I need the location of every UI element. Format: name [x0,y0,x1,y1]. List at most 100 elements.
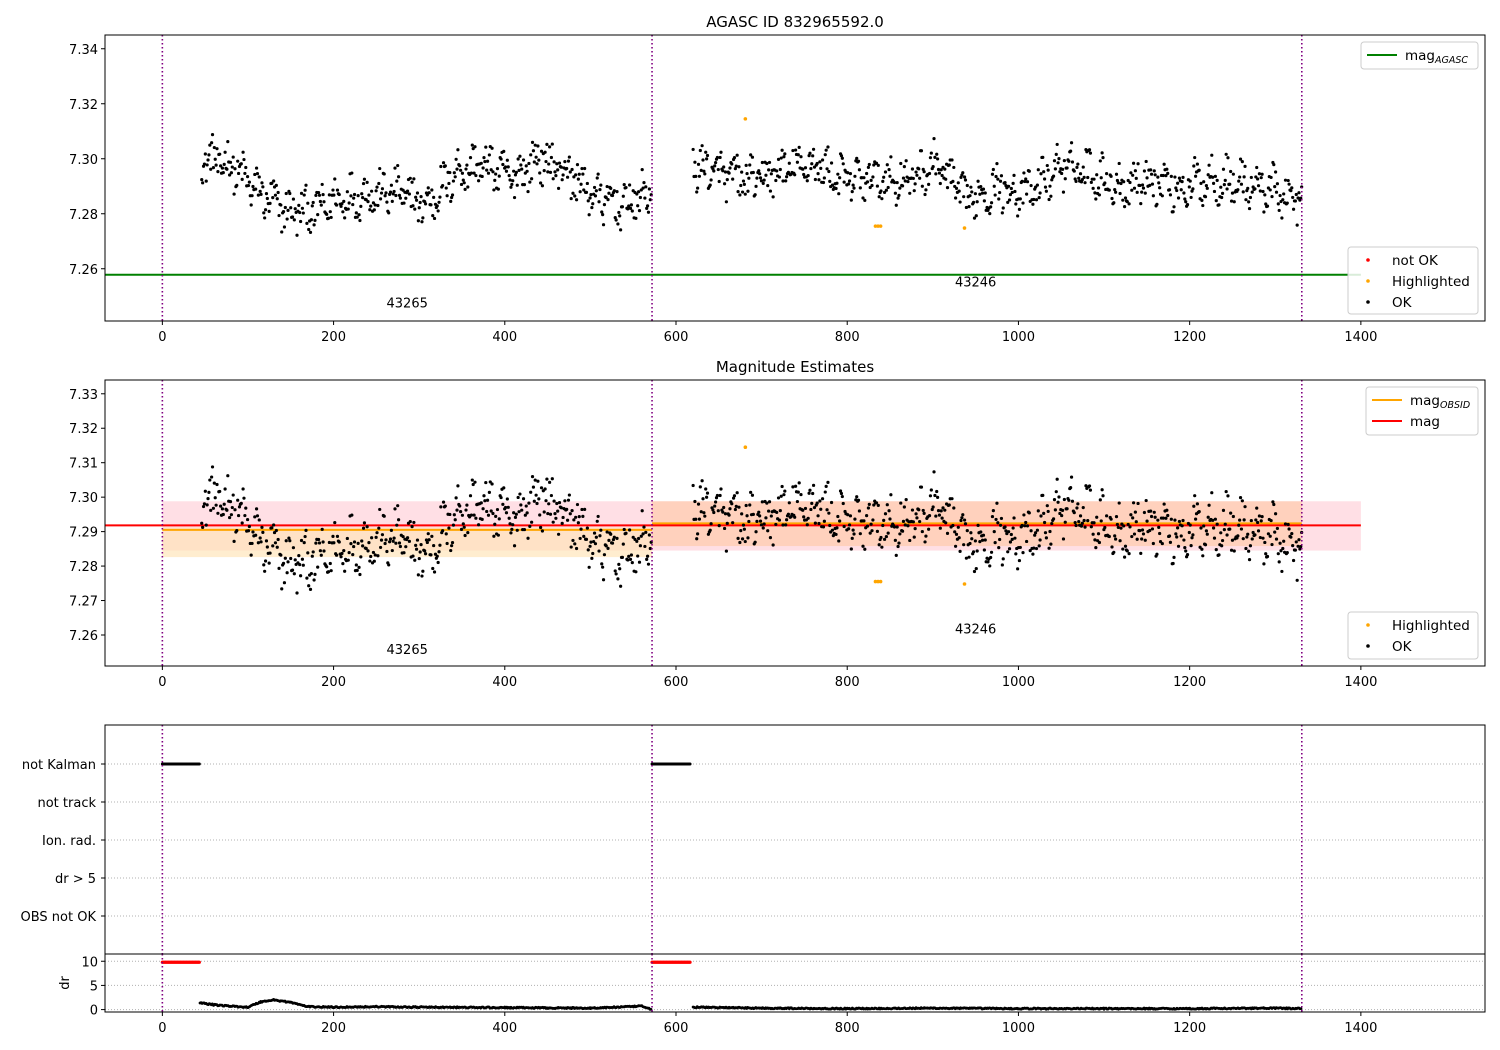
ok-data-point [1010,190,1014,195]
ok-data-point [856,498,861,502]
ok-data-point [931,505,935,509]
ok-data-point [419,195,423,199]
ok-data-point [969,185,973,189]
x-tick-label: 1400 [1344,1021,1377,1036]
ok-data-point [886,531,890,535]
ok-data-point [443,504,447,508]
ok-data-point [892,525,897,529]
ok-data-point [1240,499,1244,503]
ok-data-point [750,493,755,497]
ok-data-point [504,511,509,515]
ok-data-point [303,188,307,192]
ok-data-point [549,493,554,498]
ok-data-point [956,525,960,529]
ok-data-point [543,150,547,154]
ok-data-point [1092,521,1096,525]
legend-dot-swatch [1366,279,1370,283]
ok-data-point [1263,540,1267,545]
ok-data-point [382,172,386,176]
ok-data-point [1060,167,1065,171]
ok-data-point [356,194,360,198]
ok-data-point [396,518,401,522]
ok-data-point [1283,178,1288,182]
ok-data-point [1053,167,1057,171]
ok-data-point [717,524,721,528]
ok-data-point [986,560,990,564]
ok-data-point [335,534,340,539]
ok-data-point [795,499,799,504]
ok-data-point [1129,513,1133,517]
ok-data-point [270,526,274,530]
ok-data-point [1157,525,1161,529]
ok-data-point [300,557,305,561]
ok-data-point [533,143,537,147]
ok-data-point [1225,187,1229,191]
ok-data-point [527,161,531,166]
ok-data-point [514,512,518,516]
ok-data-point [708,528,712,532]
ok-data-point [367,541,371,545]
ok-data-point [811,483,816,487]
ok-data-point [352,192,357,197]
ok-data-point [581,514,585,518]
ok-data-point [956,181,960,185]
ok-data-point [750,155,755,159]
ok-data-point [401,188,405,192]
ok-data-point [395,179,399,183]
ok-data-point [939,168,943,172]
ok-data-point [1025,192,1029,196]
ok-data-point [321,540,325,544]
ok-data-point [698,485,702,489]
ok-data-point [485,509,489,514]
ok-data-point [331,534,335,538]
ok-data-point [459,168,463,172]
ok-data-point [236,513,241,518]
ok-data-point [1193,155,1197,160]
ok-data-point [1091,532,1095,536]
ok-data-point [455,167,459,171]
ok-data-point [924,188,928,192]
x-tick-label: 1400 [1344,675,1377,690]
ok-data-point [1060,513,1064,518]
ok-data-point [441,183,445,188]
ok-data-point [264,539,269,543]
ok-data-point [784,523,788,527]
ok-data-point [1017,558,1022,563]
ok-data-point [539,525,543,530]
ok-data-point [275,545,279,549]
ok-data-point [235,183,239,188]
ok-data-point [261,185,265,189]
ok-data-point [333,520,337,525]
ok-data-point [1027,511,1031,515]
ok-data-point [1076,502,1080,506]
ok-data-point [1256,529,1261,533]
ok-data-point [282,225,287,229]
ok-data-point [244,506,248,510]
ok-data-point [574,546,579,551]
ok-data-point [345,536,349,541]
ok-data-point [502,149,506,153]
ok-data-point [414,195,418,199]
ok-data-point [388,540,392,544]
ok-data-point [1114,515,1119,519]
y-tick-label: 7.27 [69,595,98,610]
ok-data-point [1168,540,1173,544]
ok-data-point [496,187,500,191]
ok-data-point [201,525,205,529]
ok-data-point [1078,172,1083,176]
ok-data-point [1101,156,1105,160]
ok-data-point [945,186,950,190]
legend-entry-label: not OK [1392,253,1439,269]
ok-data-point [316,565,320,569]
ok-data-point [257,175,261,179]
ok-data-point [426,186,430,190]
ok-data-point [999,516,1004,521]
ok-data-point [1048,529,1052,534]
ok-data-point [1061,190,1066,194]
ok-data-point [635,539,639,543]
ok-data-point [349,542,353,546]
ok-data-point [567,155,571,159]
ok-data-point [214,503,218,507]
ok-data-point [1219,185,1223,189]
ok-data-point [264,192,269,196]
